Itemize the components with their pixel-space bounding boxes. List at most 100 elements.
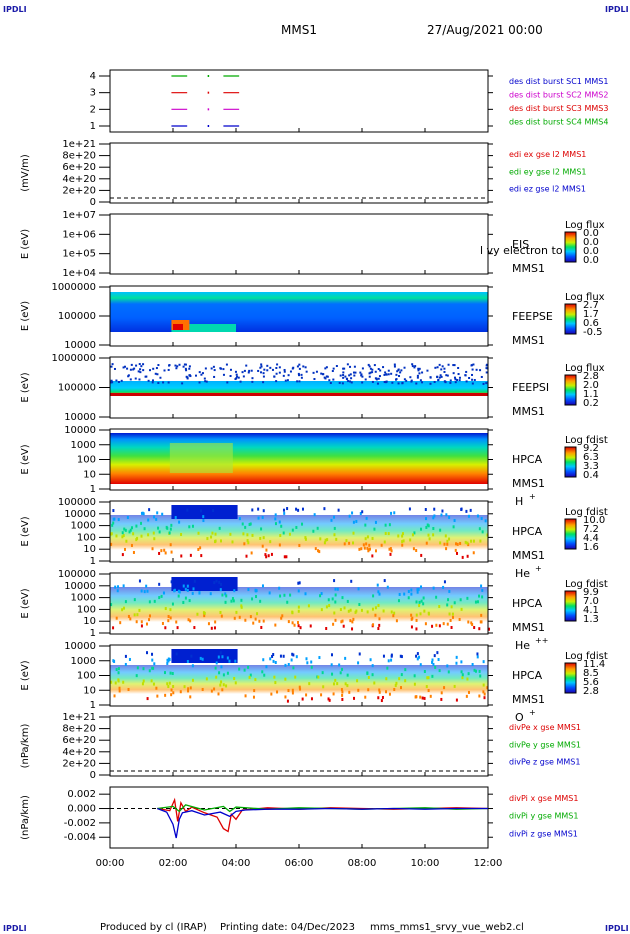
hpca_o-speckle xyxy=(217,692,220,696)
hpca_hepp-speckle xyxy=(193,579,196,583)
hpca_hepp-speckle xyxy=(372,623,375,627)
hpca_he-speckle xyxy=(282,531,285,535)
hpca_hepp-speckle xyxy=(258,619,261,623)
hpca_hepp-speckle xyxy=(247,588,250,592)
hpca_he-speckle xyxy=(278,520,281,524)
hpca_hepp-speckle xyxy=(224,592,227,596)
feepsi-speckle xyxy=(229,375,232,378)
hpca_hepp-speckle xyxy=(213,581,216,585)
hpca_he-speckle xyxy=(260,527,263,531)
feepsi-speckle xyxy=(278,366,281,369)
hpca_he-speckle xyxy=(245,554,248,558)
hpca_o-speckle xyxy=(305,693,308,697)
colorbar-tick-label: 9.9 xyxy=(583,587,599,598)
hpca_o-speckle xyxy=(127,687,130,691)
hpca_o-speckle xyxy=(222,673,225,677)
hpca_o-speckle xyxy=(272,653,275,657)
hpca_o-speckle xyxy=(431,660,434,664)
hpca_o-speckle xyxy=(151,658,154,662)
hpca_he-speckle xyxy=(123,547,126,551)
feepsi-speckle xyxy=(302,365,305,368)
hpca_he-speckle xyxy=(174,516,177,520)
hpca_hepp-speckle xyxy=(443,580,446,584)
hpca_o-speckle xyxy=(214,666,217,670)
hpca_he-speckle xyxy=(323,541,326,545)
hpca_o-speckle xyxy=(466,677,469,681)
hpca_o-speckle xyxy=(254,678,257,682)
hpca_he-speckle xyxy=(345,539,348,543)
hpca_he-speckle xyxy=(453,518,456,522)
feepsi-speckle xyxy=(342,374,345,377)
hpca_hepp-speckle xyxy=(255,589,258,593)
hpca_he-speckle xyxy=(269,540,272,544)
hpca_hepp-speckle xyxy=(140,624,143,628)
hpca_o-speckle xyxy=(371,664,374,668)
feepsi-speckle xyxy=(475,368,478,371)
hpca_hepp-speckle xyxy=(378,623,381,627)
ytick-label: 100 xyxy=(77,671,96,682)
hpca_hepp-speckle xyxy=(334,593,337,597)
feepsi-speckle xyxy=(184,363,187,366)
hpca_o-speckle xyxy=(298,685,301,689)
hpca_hepp-speckle xyxy=(233,616,236,620)
feepsi-speckle xyxy=(325,375,328,378)
hpca_hepp-speckle xyxy=(398,592,401,596)
hpca_he-speckle xyxy=(291,528,294,532)
hpca_he-speckle xyxy=(467,514,470,518)
hpca_he-speckle xyxy=(274,517,277,521)
hpca_he-speckle xyxy=(140,521,143,525)
feepsi-speckle xyxy=(468,376,471,379)
ytick-label: -0.004 xyxy=(64,832,96,843)
feepsi-speckle xyxy=(332,367,335,370)
hpca_o-speckle xyxy=(393,688,396,692)
hpca_he-speckle xyxy=(129,528,132,532)
hpca_o-speckle xyxy=(390,653,393,657)
feepsi-speckle xyxy=(403,378,406,381)
colorbar-tick-label: 9.2 xyxy=(583,443,599,454)
hpca_hepp-speckle xyxy=(397,599,400,603)
hpca_hepp-speckle xyxy=(424,622,427,626)
hpca_he-speckle xyxy=(439,541,442,545)
feepsi-speckle xyxy=(342,376,345,379)
feepsi-speckle xyxy=(470,364,473,367)
legend-label: divPi z gse MMS1 xyxy=(509,829,578,838)
hpca_he-speckle xyxy=(319,537,322,541)
hpca_he-speckle xyxy=(214,532,217,536)
legend-label: divPe z gse MMS1 xyxy=(509,758,580,767)
spacecraft-label: MMS1 xyxy=(512,405,545,418)
feepsi-speckle xyxy=(369,371,372,374)
hpca_he-speckle xyxy=(443,542,446,546)
hpca_o-speckle xyxy=(425,685,428,689)
hpca_he-speckle xyxy=(364,523,367,527)
hpca_o-speckle xyxy=(434,665,437,669)
hpca_he-speckle xyxy=(461,555,464,559)
feepsi-speckle xyxy=(393,365,396,368)
hpca_o-speckle xyxy=(287,689,290,693)
feepse-spectrogram xyxy=(110,292,488,332)
feepsi-speckle xyxy=(346,363,349,366)
hpca_o-speckle xyxy=(332,682,335,686)
feepsi-speckle xyxy=(110,379,113,382)
ytick-label: 10 xyxy=(83,544,96,555)
corner-label-tl: IPDLI xyxy=(3,5,27,14)
hpca_he-speckle xyxy=(274,513,277,517)
feepsi-speckle xyxy=(418,367,421,370)
hpca_o-speckle xyxy=(330,653,333,657)
colorbar-tick-label: 0.6 xyxy=(583,318,599,329)
feepsi-speckle xyxy=(447,363,450,366)
hpca_hepp-speckle xyxy=(278,586,281,590)
hpca_he-speckle xyxy=(212,509,215,513)
hpca_o-speckle xyxy=(415,654,418,658)
xtick-label: 10:00 xyxy=(411,858,440,869)
hpca_o-speckle xyxy=(418,655,421,659)
feepsi-speckle xyxy=(212,365,215,368)
hpca_hepp-speckle xyxy=(449,618,452,622)
colorbar-tick-label: 0.0 xyxy=(583,255,599,266)
hpca_o-speckle xyxy=(316,675,319,679)
hpca_hepp-speckle xyxy=(291,611,294,615)
hpca_o-speckle xyxy=(124,654,127,658)
hpca_o-speckle xyxy=(385,690,388,694)
hpca_o-speckle xyxy=(423,696,426,700)
hpca_he-speckle xyxy=(169,543,172,547)
hpca_he-speckle xyxy=(148,508,151,512)
